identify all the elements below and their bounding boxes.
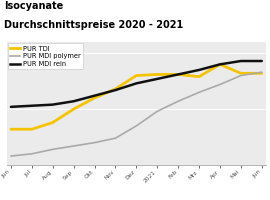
Text: © 2021 Kunststoff Information, Bad Homburg - www.kiweb.de: © 2021 Kunststoff Information, Bad Hombu… bbox=[4, 190, 160, 195]
Legend: PUR TDI, PUR MDI polymer, PUR MDI rein: PUR TDI, PUR MDI polymer, PUR MDI rein bbox=[8, 43, 83, 69]
Text: Durchschnittspreise 2020 - 2021: Durchschnittspreise 2020 - 2021 bbox=[4, 20, 183, 29]
Text: Isocyanate: Isocyanate bbox=[4, 1, 63, 11]
